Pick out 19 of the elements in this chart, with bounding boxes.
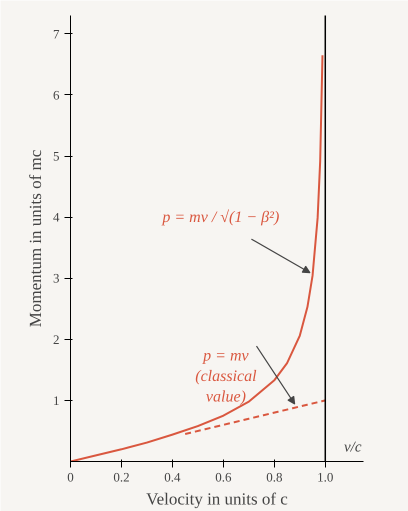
x-tick-label: 0.2: [113, 470, 130, 484]
y-tick-label: 3: [53, 270, 60, 286]
x-tick-label: 0.8: [266, 470, 282, 484]
y-axis-title: Momentum in units of mc: [26, 149, 45, 328]
y-tick-label: 5: [53, 148, 60, 164]
y-tick-label: 7: [53, 26, 60, 42]
x-tick-label: 1.0: [317, 470, 334, 484]
annotation: v/c: [344, 440, 362, 456]
y-tick-label: 2: [53, 332, 60, 347]
text: p = mv / √(1 − β²): [161, 209, 280, 226]
y-tick-label: 4: [53, 210, 60, 225]
x-axis-title: Velocity in units of c: [146, 490, 288, 508]
y-tick-label: 1: [53, 392, 60, 408]
line-series: [70, 54, 324, 462]
x-tick-label: 0.6: [215, 470, 232, 484]
x-tick-label: 0.4: [164, 470, 182, 484]
y-tick-label: 6: [53, 87, 60, 102]
x-tick-label: 0: [67, 470, 74, 484]
series-label: p = mv (classical value): [195, 348, 258, 406]
